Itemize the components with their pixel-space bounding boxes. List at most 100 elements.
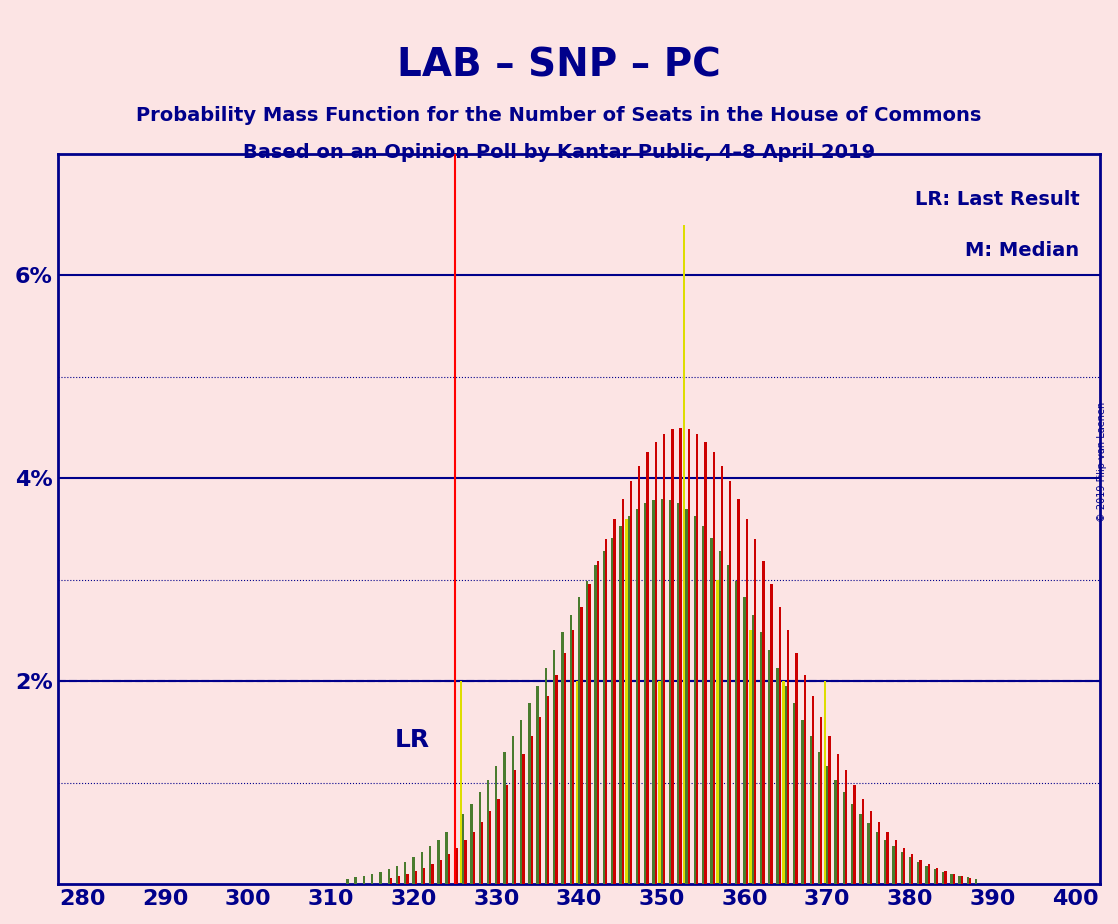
Bar [851, 804, 853, 884]
Bar [398, 876, 400, 884]
Bar [481, 822, 483, 884]
Bar [884, 840, 887, 884]
Bar [836, 754, 838, 884]
Bar [770, 584, 773, 884]
Bar [960, 876, 963, 884]
Bar [783, 681, 785, 884]
Bar [437, 840, 439, 884]
Bar [663, 434, 665, 884]
Bar [945, 871, 947, 884]
Bar [671, 429, 673, 884]
Bar [505, 785, 508, 884]
Text: © 2019 Filip van Laenen: © 2019 Filip van Laenen [1097, 402, 1107, 522]
Bar [749, 630, 751, 884]
Bar [779, 607, 781, 884]
Bar [712, 452, 714, 884]
Bar [762, 562, 765, 884]
Bar [685, 509, 688, 884]
Bar [622, 499, 624, 884]
Bar [719, 551, 721, 884]
Bar [603, 551, 605, 884]
Bar [953, 874, 955, 884]
Text: Probability Mass Function for the Number of Seats in the House of Commons: Probability Mass Function for the Number… [136, 106, 982, 126]
Bar [514, 771, 517, 884]
Bar [553, 650, 556, 884]
Bar [693, 517, 697, 884]
Bar [802, 720, 804, 884]
Bar [605, 540, 607, 884]
Bar [777, 668, 779, 884]
Bar [486, 780, 490, 884]
Bar [688, 429, 690, 884]
Bar [812, 697, 814, 884]
Bar [547, 697, 549, 884]
Bar [834, 780, 836, 884]
Bar [595, 565, 597, 884]
Bar [471, 804, 473, 884]
Bar [727, 565, 729, 884]
Bar [390, 878, 392, 884]
Bar [569, 614, 572, 884]
Bar [462, 814, 464, 884]
Bar [936, 868, 938, 884]
Bar [588, 584, 590, 884]
Bar [680, 428, 682, 884]
Bar [537, 686, 539, 884]
Bar [669, 500, 671, 884]
Bar [887, 832, 889, 884]
Bar [597, 562, 599, 884]
Bar [490, 811, 492, 884]
Bar [659, 681, 661, 884]
Bar [958, 876, 960, 884]
Text: LR: Last Result: LR: Last Result [915, 190, 1080, 209]
Bar [804, 675, 806, 884]
Bar [894, 841, 897, 884]
Bar [572, 630, 575, 884]
Bar [826, 766, 828, 884]
Bar [785, 686, 787, 884]
Bar [404, 862, 407, 884]
Bar [576, 681, 578, 884]
Bar [919, 859, 921, 884]
Bar [661, 499, 663, 884]
Bar [432, 864, 434, 884]
Bar [354, 878, 357, 884]
Bar [473, 832, 475, 884]
Bar [362, 876, 366, 884]
Bar [495, 766, 498, 884]
Bar [439, 859, 442, 884]
Bar [768, 650, 770, 884]
Bar [870, 811, 872, 884]
Bar [828, 736, 831, 884]
Bar [743, 597, 746, 884]
Bar [717, 579, 719, 884]
Bar [751, 614, 754, 884]
Bar [853, 785, 855, 884]
Bar [678, 503, 680, 884]
Bar [407, 874, 409, 884]
Bar [578, 597, 580, 884]
Bar [563, 653, 566, 884]
Bar [746, 518, 748, 884]
Bar [454, 823, 456, 884]
Bar [875, 832, 878, 884]
Bar [544, 668, 547, 884]
Bar [445, 832, 448, 884]
Bar [503, 751, 505, 884]
Text: LR: LR [395, 728, 430, 752]
Bar [646, 452, 648, 884]
Bar [655, 442, 657, 884]
Bar [556, 675, 558, 884]
Bar [702, 526, 704, 884]
Bar [379, 871, 381, 884]
Bar [860, 814, 862, 884]
Bar [580, 607, 582, 884]
Bar [892, 846, 894, 884]
Bar [909, 857, 911, 884]
Bar [950, 874, 953, 884]
Bar [754, 540, 756, 884]
Bar [429, 846, 432, 884]
Bar [528, 703, 531, 884]
Bar [967, 878, 969, 884]
Bar [926, 866, 928, 884]
